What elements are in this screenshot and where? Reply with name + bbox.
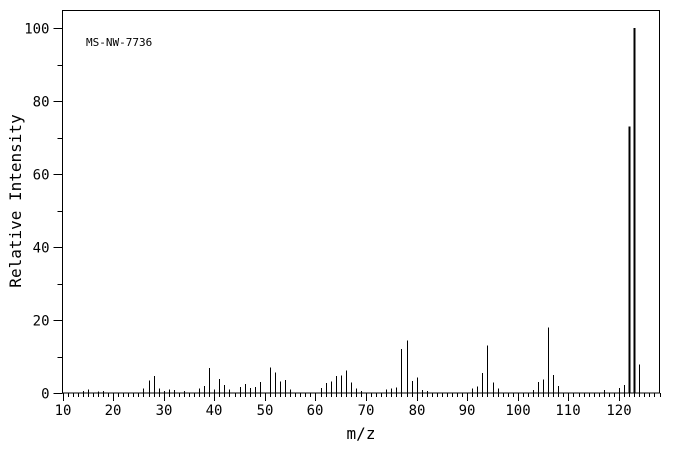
spectrum-id-label: MS-NW-7736 bbox=[86, 36, 152, 49]
x-tick-label: 100 bbox=[505, 403, 530, 419]
x-axis-tick-labels: 10 20 30 40 50 60 70 80 90 100 110 120 bbox=[55, 403, 632, 419]
x-tick-label: 80 bbox=[409, 403, 426, 419]
y-tick-label: 20 bbox=[33, 314, 50, 330]
x-tick-label: 40 bbox=[206, 403, 223, 419]
peak-bars bbox=[83, 28, 640, 393]
x-tick-label: 50 bbox=[257, 403, 274, 419]
x-tick-label: 110 bbox=[555, 403, 580, 419]
y-tick-label: 0 bbox=[41, 387, 49, 403]
y-tick-label: 80 bbox=[33, 95, 50, 111]
x-tick-label: 120 bbox=[606, 403, 631, 419]
x-tick-label: 30 bbox=[156, 403, 173, 419]
x-tick-label: 10 bbox=[55, 403, 72, 419]
y-tick-label: 100 bbox=[24, 22, 49, 38]
plot-frame bbox=[62, 10, 660, 394]
y-tick-label: 40 bbox=[33, 241, 50, 257]
x-tick-label: 20 bbox=[105, 403, 122, 419]
y-axis-title: Relative Intensity bbox=[6, 114, 25, 288]
x-tick-label: 60 bbox=[307, 403, 324, 419]
x-tick-label: 70 bbox=[358, 403, 375, 419]
y-axis-tick-labels: 0 20 40 60 80 100 bbox=[24, 22, 49, 403]
y-tick-label: 60 bbox=[33, 168, 50, 184]
x-axis-ticks bbox=[63, 393, 661, 401]
y-axis-ticks bbox=[53, 28, 63, 394]
x-tick-label: 90 bbox=[459, 403, 476, 419]
x-axis-title: m/z bbox=[347, 424, 376, 443]
